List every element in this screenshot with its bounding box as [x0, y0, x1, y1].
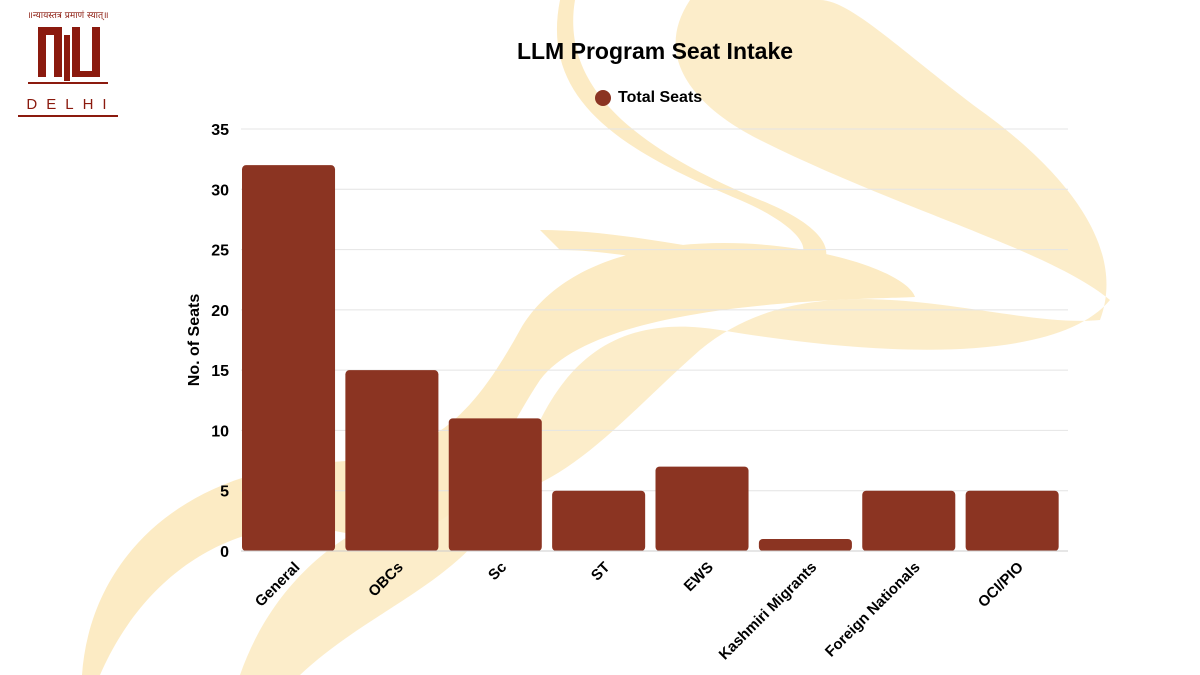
bar[interactable]: [345, 370, 439, 551]
bar[interactable]: [862, 490, 956, 551]
bar[interactable]: [965, 490, 1059, 551]
bar[interactable]: [655, 466, 749, 551]
legend-swatch: [595, 90, 611, 106]
nlu-delhi-logo: ॥न्यायस्तत्र प्रमाणं स्यात्॥ DELHI: [18, 8, 118, 126]
x-tick-label: OBCs: [365, 559, 406, 600]
y-tick-label: 25: [211, 243, 229, 260]
bar[interactable]: [448, 418, 542, 551]
y-axis-label: No. of Seats: [186, 294, 203, 387]
bar[interactable]: [552, 490, 646, 551]
y-tick-label: 15: [211, 363, 229, 380]
chart-title: LLM Program Seat Intake: [516, 38, 794, 64]
x-tick-label: Sc: [485, 559, 510, 584]
y-tick-label: 35: [211, 122, 229, 139]
nlu-logo-mark: [28, 27, 108, 84]
logo-subtitle: DELHI: [26, 96, 116, 113]
bar[interactable]: [758, 538, 852, 551]
x-tick-label: General: [252, 559, 304, 611]
y-tick-label: 10: [211, 423, 229, 440]
x-tick-label: EWS: [681, 559, 717, 595]
x-tick-label: Foreign Nationals: [822, 559, 924, 661]
y-tick-label: 0: [220, 544, 229, 561]
x-tick-label: ST: [588, 559, 614, 585]
y-tick-label: 30: [211, 182, 229, 199]
x-tick-label: OCI/PIO: [975, 559, 1027, 611]
y-tick-label: 5: [220, 484, 229, 501]
legend-label: Total Seats: [618, 89, 703, 106]
bar[interactable]: [242, 165, 336, 551]
x-tick-label: Kashmiri Migrants: [716, 559, 821, 664]
logo-motto: ॥न्यायस्तत्र प्रमाणं स्यात्॥: [27, 11, 109, 21]
y-tick-label: 20: [211, 303, 229, 320]
legend[interactable]: Total Seats: [595, 89, 702, 107]
